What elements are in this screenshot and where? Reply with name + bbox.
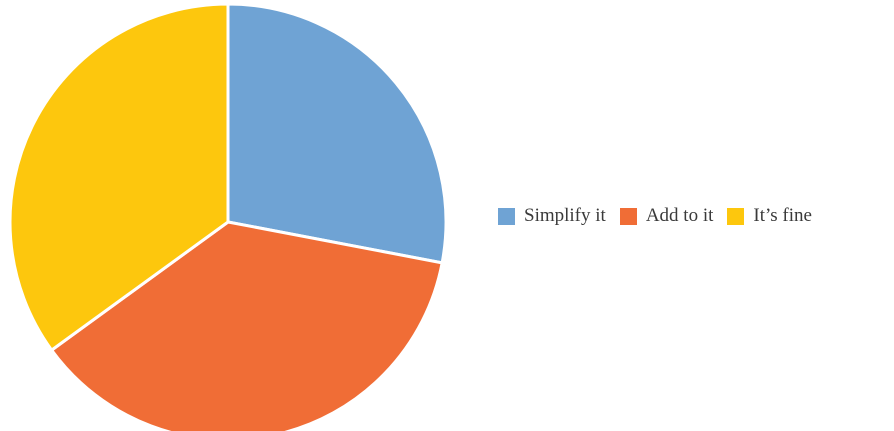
legend-swatch-simplify-it xyxy=(498,207,515,225)
legend-item-add-to-it: Add to it xyxy=(619,205,714,226)
pie-plot-area xyxy=(8,2,448,431)
pie-slice-simplify-it xyxy=(226,2,448,265)
pie-slice-add-to-it xyxy=(50,220,444,431)
legend-swatch-add-to-it xyxy=(619,207,637,225)
legend-label-its-fine: It’s fine xyxy=(753,205,812,226)
chart-legend: Simplify it Add to it It’s fine xyxy=(498,206,812,226)
legend-label-add-to-it: Add to it xyxy=(645,205,714,226)
legend-item-its-fine: It’s fine xyxy=(727,206,812,226)
pie-slice-it-s-fine xyxy=(8,2,230,352)
legend-swatch-its-fine xyxy=(727,207,745,225)
legend-label-simplify-it: Simplify it xyxy=(524,205,606,226)
legend-item-simplify-it: Simplify it xyxy=(498,206,606,226)
